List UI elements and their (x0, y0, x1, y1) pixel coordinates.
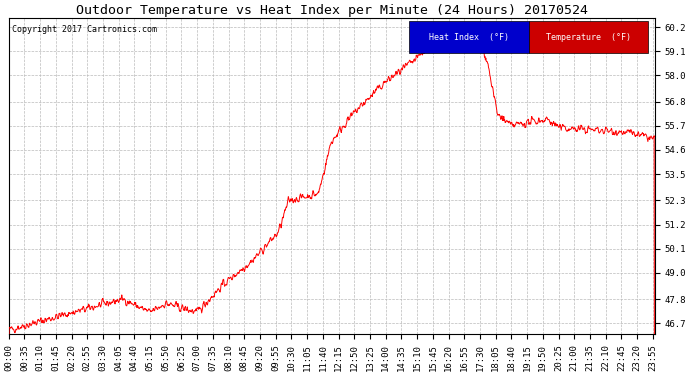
Text: Copyright 2017 Cartronics.com: Copyright 2017 Cartronics.com (12, 25, 157, 34)
Bar (409, 21, 529, 53)
Title: Outdoor Temperature vs Heat Index per Minute (24 Hours) 20170524: Outdoor Temperature vs Heat Index per Mi… (76, 4, 588, 17)
Text: Heat Index  (°F): Heat Index (°F) (429, 33, 509, 42)
Bar (529, 21, 648, 53)
Text: Temperature  (°F): Temperature (°F) (546, 33, 631, 42)
